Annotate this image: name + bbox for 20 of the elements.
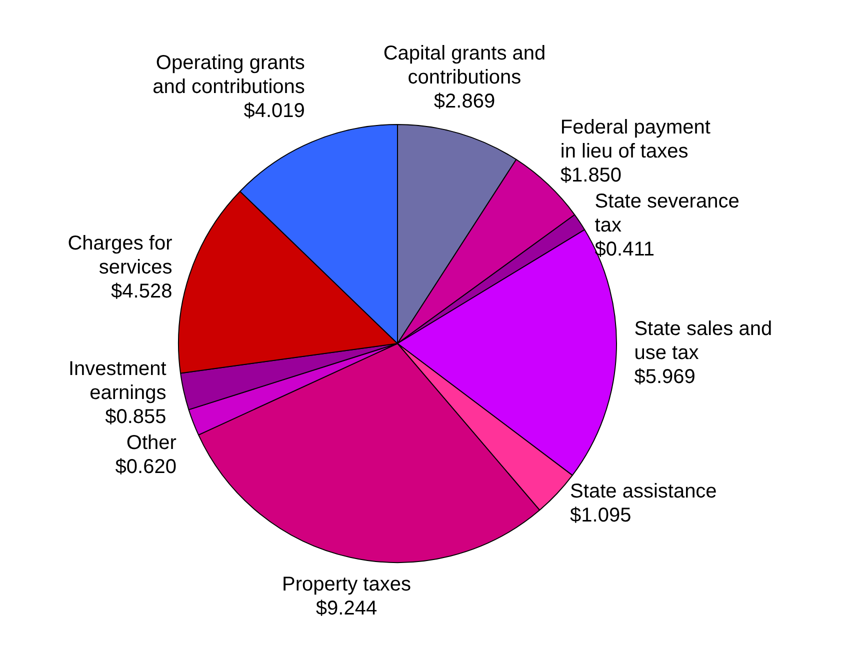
slice-label: Operating grants and contributions (152, 52, 305, 98)
data-label: $1.095 (570, 504, 632, 526)
slice-label: Capital grants and contributions (383, 42, 546, 89)
data-label: $4.019 (244, 100, 305, 122)
slice-label: State assistance (570, 480, 717, 502)
data-label: $0.620 (115, 456, 176, 478)
slice-label: State severance tax (594, 190, 740, 237)
slice-label: Property taxes (282, 573, 411, 596)
data-label: $4.528 (111, 280, 172, 302)
slice-label: Other (126, 432, 177, 454)
slice-label: State sales and use tax (634, 318, 772, 364)
data-label: $0.411 (594, 238, 654, 261)
data-label: $0.855 (105, 406, 166, 428)
data-label: $1.850 (560, 164, 622, 187)
slice-label: Investment earnings (68, 358, 167, 404)
data-label: $9.244 (316, 597, 378, 620)
slice-label: Charges for services (68, 232, 173, 278)
data-label: $2.869 (434, 90, 496, 113)
slice-label: Federal payment in lieu of taxes (560, 116, 711, 163)
data-label: $5.969 (634, 366, 696, 388)
